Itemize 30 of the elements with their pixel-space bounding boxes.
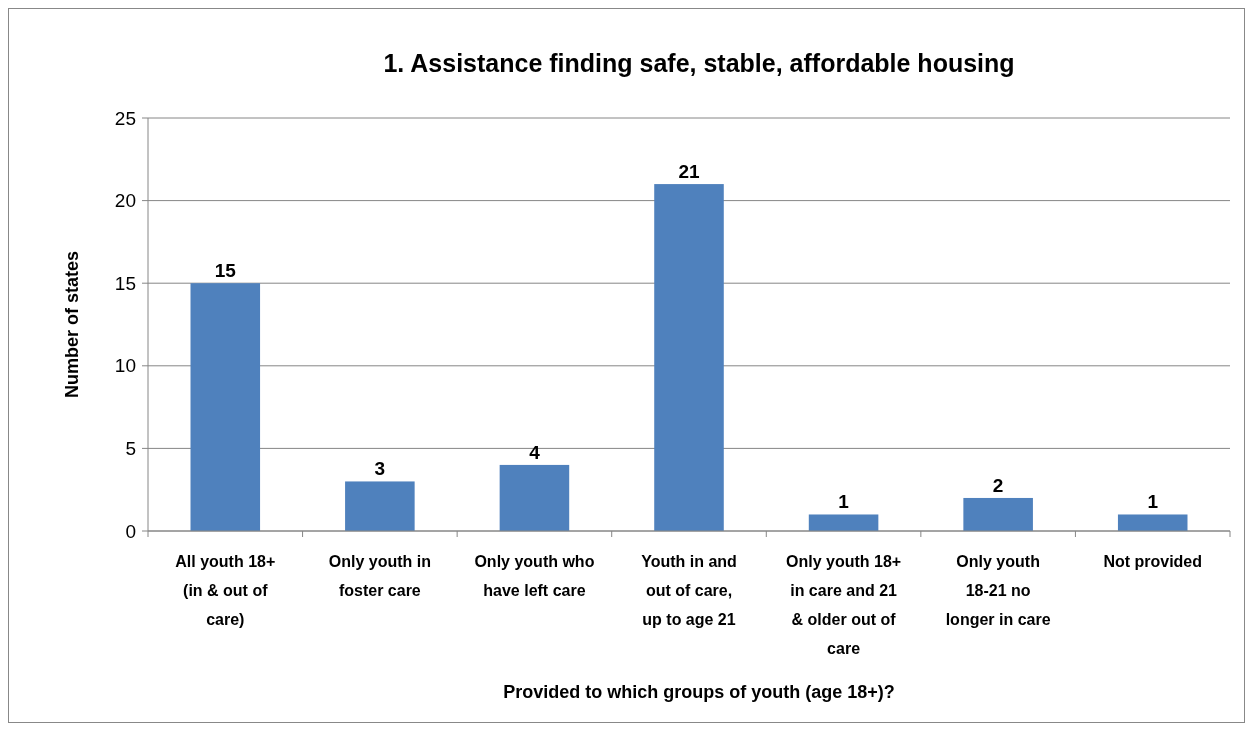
x-tick-label: Not provided xyxy=(1103,553,1203,570)
x-tick-label: Only youth 18-21 no longer in care xyxy=(945,553,1051,628)
data-label: 4 xyxy=(529,441,541,463)
data-label: 3 xyxy=(374,458,386,480)
chart-title: 1. Assistance finding safe, stable, affordable housing xyxy=(383,49,1015,77)
bar xyxy=(190,283,261,531)
x-tick-label: Only youth 18+ in care and 21 & older out of care xyxy=(786,553,902,657)
y-tick-label: 0 xyxy=(125,520,136,542)
x-tick-label: Youth in and out of care, up to age 21 xyxy=(641,553,737,628)
bar xyxy=(345,481,415,531)
y-tick-label: 10 xyxy=(114,355,136,377)
data-label: 1 xyxy=(838,491,850,513)
y-tick-label: 25 xyxy=(114,107,136,129)
bar xyxy=(808,514,879,531)
x-tick-label: Only youth who have left care xyxy=(474,553,595,599)
x-axis-title: Provided to which groups of youth (age 18+)? xyxy=(503,682,895,702)
y-tick-label: 5 xyxy=(125,438,136,460)
y-tick-label: 20 xyxy=(114,190,136,212)
x-tick-label: Only youth in foster care xyxy=(328,553,431,599)
data-label: 21 xyxy=(678,161,700,183)
y-tick-label: 15 xyxy=(114,272,136,294)
bar xyxy=(1117,514,1188,531)
x-tick-label: All youth 18+ (in & out of care) xyxy=(175,553,276,628)
data-label: 15 xyxy=(214,260,237,282)
bar xyxy=(963,497,1033,531)
data-label: 1 xyxy=(1147,491,1159,513)
y-axis-title: Number of states xyxy=(62,250,82,399)
bar xyxy=(654,184,724,531)
bar xyxy=(499,464,570,531)
data-label: 2 xyxy=(992,474,1004,496)
